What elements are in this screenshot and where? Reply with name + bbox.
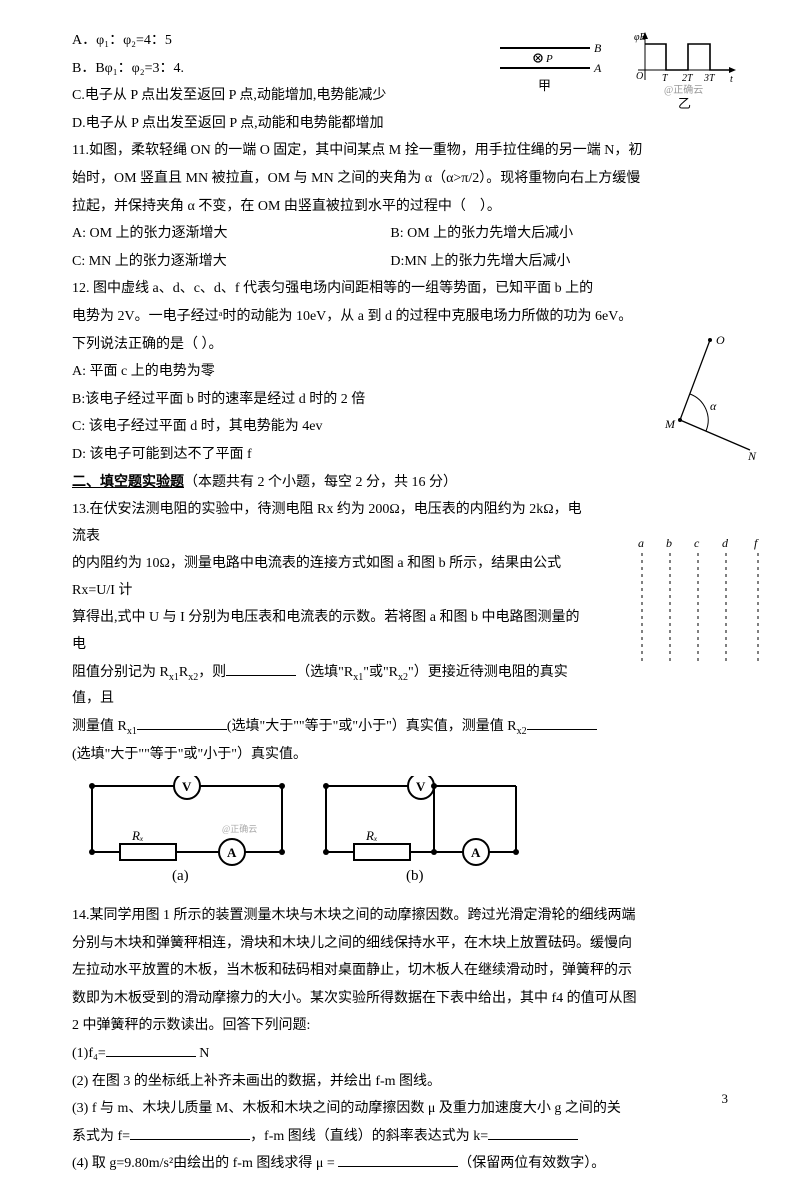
q11-optD: D:MN 上的张力先增大后减小 xyxy=(390,249,705,276)
svg-text:(b): (b) xyxy=(406,868,424,884)
svg-text:A: A xyxy=(227,845,237,860)
svg-text:(a): (a) xyxy=(172,868,189,884)
svg-text:M: M xyxy=(664,417,676,431)
section2-head-t: （本题共有 2 个小题，每空 2 分，共 16 分） xyxy=(184,475,457,490)
q14-l2: 分别与木块和弹簧秤相连，滑块和木块儿之间的细线保持水平，在木块上放置砝码。缓慢向 xyxy=(72,931,728,958)
section2-head-u: 二、填空题实验题 xyxy=(72,475,184,490)
svg-text:@正确云: @正确云 xyxy=(664,83,703,96)
svg-text:乙: 乙 xyxy=(678,96,691,111)
svg-text:V: V xyxy=(182,779,192,794)
q13-circuits: V Rₓ A (a) @正确云 V Rₓ xyxy=(72,776,728,897)
q11-optsAB: A: OM 上的张力逐渐增大 B: OM 上的张力先增大后减小 xyxy=(72,221,728,248)
q14-l5: 2 中弹簧秤的示数读出。回答下列问题: xyxy=(72,1013,728,1040)
q13-l6: (选填"大于""等于"或"小于"）真实值。 xyxy=(72,742,728,769)
q10-fig-jia: B A P 甲 xyxy=(500,41,602,93)
q12-optA: A: 平面 c 上的电势为零 xyxy=(72,359,728,386)
svg-text:a: a xyxy=(638,536,644,550)
q12-optC: C: 该电子经过平面 d 时，其电势能为 4ev xyxy=(72,414,728,441)
svg-text:Rₓ: Rₓ xyxy=(365,828,378,843)
q10-figures: B A P 甲 φB O T 2T 3T t @正确云 乙 xyxy=(480,30,740,118)
svg-text:A: A xyxy=(593,61,602,75)
svg-text:2T: 2T xyxy=(682,73,694,84)
q12-optB: B:该电子经过平面 b 时的速率是经过 d 时的 2 倍 xyxy=(72,387,728,414)
svg-text:O: O xyxy=(716,333,725,347)
q11-optB: B: OM 上的张力先增大后减小 xyxy=(390,221,705,248)
q13-l5: 测量值 Rx1(选填"大于""等于"或"小于"）真实值，测量值 Rx2 xyxy=(72,714,728,741)
q14-p4: (4) 取 g=9.80m/s²由绘出的 f-m 图线求得 μ = （保留两位有… xyxy=(72,1151,728,1178)
svg-text:V: V xyxy=(416,779,426,794)
svg-text:c: c xyxy=(694,536,700,550)
q14-p1: (1)f₄= N xyxy=(72,1041,728,1068)
q13-l3: 算得出,式中 U 与 I 分别为电压表和电流表的示数。若将图 a 和图 b 中电… xyxy=(72,605,592,658)
svg-text:d: d xyxy=(722,536,729,550)
q10-fig-yi: φB O T 2T 3T t @正确云 乙 xyxy=(634,32,736,111)
svg-text:@正确云: @正确云 xyxy=(222,823,257,834)
blank-mu[interactable] xyxy=(338,1151,458,1167)
svg-text:甲: 甲 xyxy=(538,78,551,93)
q13-l1: 13.在伏安法测电阻的实验中，待测电阻 Rx 约为 200Ω，电压表的内阻约为 … xyxy=(72,497,592,550)
q11-stem2: 始时，OM 竖直且 MN 被拉直，OM 与 MN 之间的夹角为 α（α>π/2）… xyxy=(72,166,728,193)
blank-2[interactable] xyxy=(137,714,227,730)
q11-optsCD: C: MN 上的张力逐渐增大 D:MN 上的张力先增大后减小 xyxy=(72,249,728,276)
svg-text:3T: 3T xyxy=(703,73,716,84)
svg-text:φB: φB xyxy=(634,32,646,43)
q11-stem1: 11.如图，柔软轻绳 ON 的一端 O 固定，其中间某点 M 拴一重物，用手拉住… xyxy=(72,138,728,165)
svg-text:t: t xyxy=(730,74,733,85)
section2-head: 二、填空题实验题（本题共有 2 个小题，每空 2 分，共 16 分） xyxy=(72,470,728,497)
blank-1[interactable] xyxy=(226,660,296,676)
q11-optA: A: OM 上的张力逐渐增大 xyxy=(72,221,387,248)
svg-text:P: P xyxy=(545,53,553,65)
q12-stem1: 12. 图中虚线 a、d、c、d、f 代表匀强电场内间距相等的一组等势面，已知平… xyxy=(72,276,728,303)
q12-fig-omn: O M N α xyxy=(640,330,760,460)
q12-optD: D: 该电子可能到达不了平面 f xyxy=(72,442,728,469)
page-number: 3 xyxy=(722,1087,729,1112)
q12-stem2: 电势为 2V。一电子经过ᵃ时的动能为 10eV，从 a 到 d 的过程中克服电场… xyxy=(72,304,728,331)
q13-l4: 阻值分别记为 Rx1Rx2，则（选填"Rx1"或"Rx2"）更接近待测电阻的真实… xyxy=(72,660,592,713)
q12-fig-dashes: a b c d f xyxy=(630,535,770,665)
svg-text:b: b xyxy=(666,536,672,550)
svg-text:N: N xyxy=(747,449,757,460)
blank-f4[interactable] xyxy=(106,1041,196,1057)
q12-stem3: 下列说法正确的是（ ）。 xyxy=(72,332,728,359)
q13-l2: 的内阻约为 10Ω，测量电路中电流表的连接方式如图 a 和图 b 所示，结果由公… xyxy=(72,551,592,604)
svg-text:Rₓ: Rₓ xyxy=(131,828,144,843)
svg-text:A: A xyxy=(471,845,481,860)
svg-text:α: α xyxy=(710,399,717,413)
svg-text:B: B xyxy=(594,41,602,55)
q14-p3b: 系式为 f=，f-m 图线（直线）的斜率表达式为 k= xyxy=(72,1124,728,1151)
q14-p2: (2) 在图 3 的坐标纸上补齐未画出的数据，并绘出 f-m 图线。 xyxy=(72,1069,728,1096)
blank-3[interactable] xyxy=(527,714,597,730)
svg-text:O: O xyxy=(636,71,643,82)
q14-l3: 左拉动水平放置的木板，当木板和砝码相对桌面静止，切木板人在继续滑动时，弹簧秤的示 xyxy=(72,958,728,985)
q14-p3a: (3) f 与 m、木块儿质量 M、木板和木块之间的动摩擦因数 μ 及重力加速度… xyxy=(72,1096,728,1123)
circuit-b: V Rₓ A (b) xyxy=(306,776,536,886)
q14-l1: 14.某同学用图 1 所示的装置测量木块与木块之间的动摩擦因数。跨过光滑定滑轮的… xyxy=(72,903,728,930)
q11-optC: C: MN 上的张力逐渐增大 xyxy=(72,249,387,276)
svg-text:T: T xyxy=(662,73,669,84)
q14-l4: 数即为木板受到的滑动摩擦力的大小。某次实验所得数据在下表中给出，其中 f4 的值… xyxy=(72,986,728,1013)
svg-text:f: f xyxy=(754,536,759,550)
q11-stem3: 拉起，并保持夹角 α 不变，在 OM 由竖直被拉到水平的过程中（ ）。 xyxy=(72,194,728,221)
circuit-a: V Rₓ A (a) @正确云 xyxy=(72,776,302,886)
